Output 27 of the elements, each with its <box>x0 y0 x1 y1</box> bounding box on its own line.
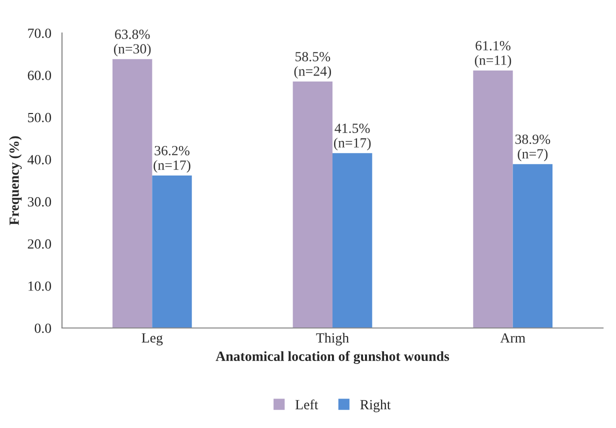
legend-label: Left <box>295 399 318 410</box>
x-tick-label: Leg <box>142 333 163 346</box>
y-tick-label: 10.0 <box>28 281 52 291</box>
y-tick-label: 30.0 <box>28 197 52 207</box>
y-tick-label: 70.0 <box>28 28 52 38</box>
data-label: 36.2% (n=17) <box>154 146 190 173</box>
legend-label: Right <box>360 400 391 412</box>
x-tick-label: Arm <box>500 333 526 342</box>
data-label: 41.5% (n=17) <box>334 124 371 150</box>
data-label: 61.1% (n=11) <box>474 41 512 68</box>
data-label: 58.5% (n=24) <box>294 52 332 79</box>
x-axis-title: Anatomical location of gunshot wounds <box>216 351 450 364</box>
y-tick-label: 20.0 <box>28 239 52 249</box>
data-label: 38.9% (n=7) <box>515 134 550 162</box>
data-label: 63.8% (n=30) <box>114 30 151 56</box>
bar <box>473 70 513 328</box>
bar <box>332 153 372 328</box>
y-tick-label: 0.0 <box>34 324 52 334</box>
bar <box>152 175 192 328</box>
bar <box>292 81 332 328</box>
bar <box>512 164 553 328</box>
x-tick-label: Thigh <box>316 332 349 346</box>
y-tick-label: 40.0 <box>28 155 52 164</box>
bar <box>112 59 152 328</box>
y-tick-label: 60.0 <box>28 70 52 80</box>
y-tick-label: 50.0 <box>28 112 52 122</box>
y-axis-title: Frequency (%) <box>9 136 22 226</box>
